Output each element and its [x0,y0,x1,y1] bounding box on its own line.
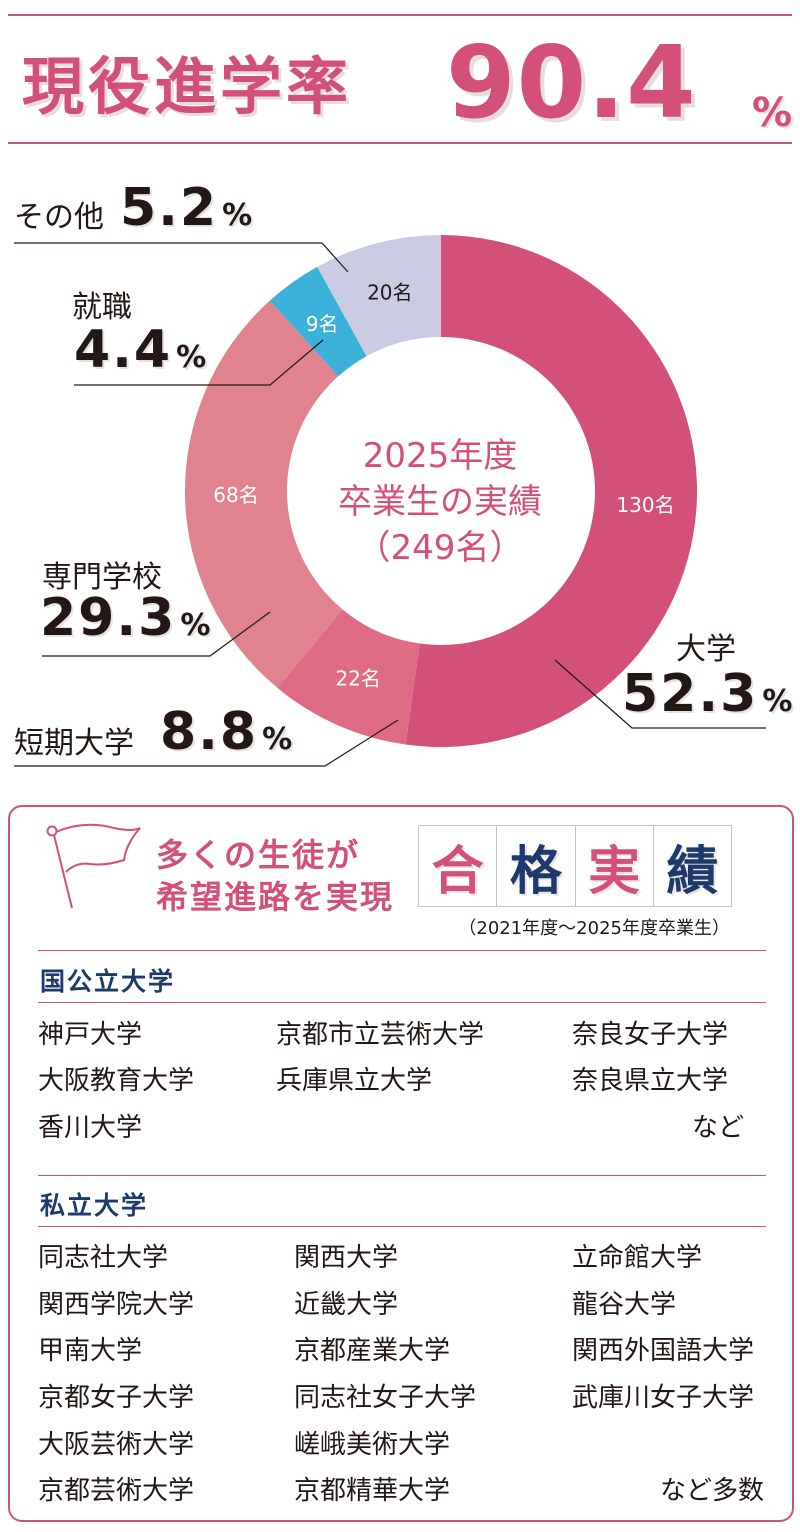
callout-leader-line-other [14,242,349,273]
list-item: 同志社女子大学 [294,1383,477,1413]
donut-chart: 130名 22名 68名 9名 20名 [14,235,766,767]
callout-leader-line-junior-college [14,719,399,767]
headline-unit: % [752,90,793,136]
callout-university-label: 大学 [676,632,736,667]
donut-value-label-vocational: 68名 [213,483,258,507]
flag-icon [46,823,141,909]
list-item: 同志社大学 [38,1243,169,1273]
list-item: 香川大学 [38,1113,143,1143]
results-title: 合 格 実 績 [418,825,732,907]
headline-value: 90.4 [446,24,697,141]
donut-slice-employment [269,266,367,377]
donut-slice-other [317,235,441,357]
chart-center-caption: 卒業生の実績 [338,482,542,522]
section-rule [38,1002,766,1003]
list-item: 関西学院大学 [38,1290,195,1320]
list-item: 京都芸術大学 [38,1476,195,1506]
callout-leader-line-vocational [42,611,271,657]
donut-slice-junior-college [277,609,420,745]
donut-value-label-junior-college: 22名 [335,666,380,690]
callout-junior-college-label: 短期大学 [14,726,134,761]
list-item: 大阪教育大学 [38,1066,195,1096]
callout-other-label: その他 [14,200,104,235]
callout-junior-college-percent: 8.8% [160,702,293,762]
headline-bottom-rule [8,142,792,144]
section-heading-public: 国公立大学 [40,967,176,996]
results-title-char: 合 [418,825,498,907]
list-footnote: など [692,1113,745,1143]
list-item: 京都産業大学 [294,1336,451,1366]
headline-top-rule [8,14,792,16]
results-title-char: 格 [496,825,576,907]
list-item: 京都精華大学 [294,1476,451,1506]
chart-center-year: 2025年度 [362,436,518,476]
list-item: 立命館大学 [572,1243,703,1273]
section-rule [38,950,766,951]
list-item: 神戸大学 [38,1020,143,1050]
donut-value-label-other: 20名 [367,280,412,304]
list-item: 奈良女子大学 [572,1020,729,1050]
results-title-char: 実 [574,825,654,907]
donut-value-label-university: 130名 [616,493,674,517]
list-item: 甲南大学 [38,1336,143,1366]
chart-center-total: （249名） [356,528,524,568]
donut-value-label-employment: 9名 [306,312,339,336]
list-item: 奈良県立大学 [572,1066,729,1096]
callout-leader-line-employment [74,339,324,386]
donut-slice-university [405,235,697,747]
list-item: 京都女子大学 [38,1383,195,1413]
list-item: 関西外国語大学 [572,1336,755,1366]
callout-vocational-percent: 29.3% [40,588,211,648]
list-item: 龍谷大学 [572,1290,677,1320]
callout-vocational-label: 専門学校 [42,560,162,595]
list-footnote: など多数 [660,1476,765,1506]
results-tagline-line1: 多くの生徒が [156,836,361,874]
callout-other-percent: 5.2% [120,178,253,238]
list-item: 嵯峨美術大学 [294,1430,451,1460]
callout-leader-line-university [554,659,766,729]
results-panel [8,805,794,1522]
section-rule [38,1175,766,1176]
results-period: （2021年度〜2025年度卒業生） [458,918,730,939]
list-item: 関西大学 [294,1243,399,1273]
results-tagline-line2: 希望進路を実現 [156,878,395,916]
section-rule [38,1226,766,1227]
callout-employment-percent: 4.4% [74,320,207,380]
callout-employment-label: 就職 [72,290,132,325]
donut-slice-vocational [185,300,343,688]
list-item: 大阪芸術大学 [38,1430,195,1460]
headline: 現役進学率 90.4 % [8,24,793,141]
callout-university-percent: 52.3% [622,664,793,724]
list-item: 武庫川女子大学 [572,1383,755,1413]
results-title-char: 績 [652,825,732,907]
section-heading-private: 私立大学 [40,1191,149,1220]
headline-label: 現役進学率 [22,50,353,123]
list-item: 兵庫県立大学 [276,1066,433,1096]
list-item: 近畿大学 [294,1290,399,1320]
list-item: 京都市立芸術大学 [276,1020,485,1050]
